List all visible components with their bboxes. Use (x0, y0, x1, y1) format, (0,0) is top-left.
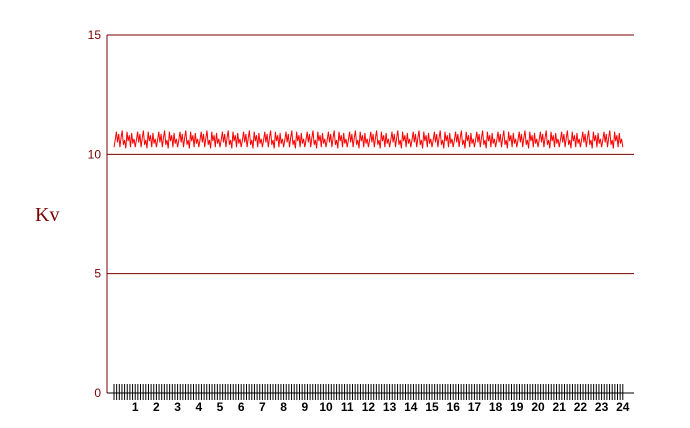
x-tick-label-13: 13 (383, 400, 397, 414)
x-tick-label-10: 10 (319, 400, 333, 414)
axes (106, 35, 634, 394)
x-tick-label-16: 16 (447, 400, 461, 414)
y-tick-label-0: 0 (94, 386, 101, 400)
x-tick-label-7: 7 (259, 400, 266, 414)
y-tick-label-10: 10 (88, 147, 102, 161)
x-tick-label-20: 20 (531, 400, 545, 414)
x-minor-ticks (113, 384, 624, 400)
x-tick-label-15: 15 (425, 400, 439, 414)
x-tick-label-9: 9 (301, 400, 308, 414)
y-tick-label-5: 5 (94, 267, 101, 281)
x-tick-label-1: 1 (132, 400, 139, 414)
x-tick-label-18: 18 (489, 400, 503, 414)
y-tick-labels: 0 5 10 15 (88, 28, 102, 400)
x-tick-label-3: 3 (174, 400, 181, 414)
x-tick-label-21: 21 (553, 400, 567, 414)
y-tick-label-15: 15 (88, 28, 102, 42)
x-tick-label-17: 17 (468, 400, 482, 414)
y-axis-label: Kv (35, 204, 59, 226)
x-tick-labels: 1 2 3 4 5 6 7 8 9 10 11 12 13 14 15 16 17 18 19 20 21 22 23 24 (132, 400, 630, 414)
grid-lines (107, 34, 634, 275)
series-line-0 (113, 130, 624, 149)
x-tick-label-12: 12 (362, 400, 376, 414)
x-tick-label-2: 2 (153, 400, 160, 414)
x-tick-label-11: 11 (341, 400, 354, 414)
x-tick-label-14: 14 (404, 400, 418, 414)
series-layer (113, 130, 624, 149)
x-tick-label-5: 5 (217, 400, 224, 414)
x-tick-label-8: 8 (280, 400, 287, 414)
x-tick-label-23: 23 (595, 400, 609, 414)
x-tick-label-6: 6 (238, 400, 245, 414)
x-tick-label-4: 4 (195, 400, 202, 414)
x-tick-label-24: 24 (616, 400, 630, 414)
x-tick-label-19: 19 (510, 400, 524, 414)
x-tick-label-22: 22 (574, 400, 588, 414)
